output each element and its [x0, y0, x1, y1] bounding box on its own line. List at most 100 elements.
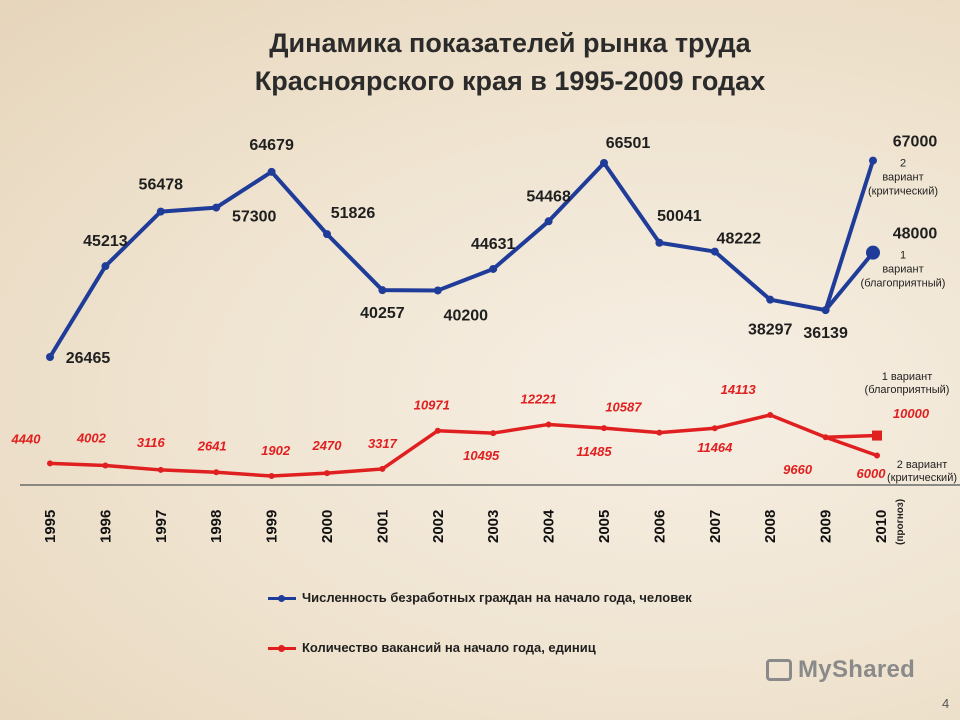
unemployed-value-label: 54468	[526, 188, 571, 205]
unemployed-value-label: 26465	[66, 350, 111, 367]
vacancies-forecast-line	[825, 433, 878, 439]
unemployed-forecast-line	[824, 251, 875, 312]
unemployed-forecast-point	[866, 245, 880, 260]
vacancies-value-label: 2470	[312, 438, 343, 453]
vacancies-point	[213, 469, 220, 476]
brand-text: MyShared	[798, 656, 916, 683]
x-tick-label: 2004	[541, 509, 558, 543]
vacancies-value-label: 12221	[521, 391, 557, 406]
vacancies-forecast-note: (благоприятный)	[865, 384, 950, 396]
vacancies-value-label: 4002	[76, 431, 107, 446]
legend-label-vacancies: Количество вакансий на начало года, един…	[302, 640, 596, 655]
x-tick-label: 1998	[208, 510, 225, 543]
vacancies-forecast-note: 1 вариант	[882, 371, 933, 383]
unemployed-value-label: 66501	[606, 135, 651, 152]
unemployed-point	[378, 286, 387, 295]
unemployed-forecast-point	[869, 156, 877, 165]
x-tick-label: 2009	[818, 510, 835, 543]
x-tick-label: 1999	[264, 510, 281, 543]
vacancies-value-label: 11485	[576, 444, 612, 459]
legend-swatch-unemployed	[268, 595, 296, 603]
unemployed-point	[46, 353, 54, 361]
x-tick-label: 2003	[485, 510, 502, 543]
x-tick-label: 1995	[42, 510, 59, 543]
vacancies-forecast-point	[872, 430, 882, 441]
chart-title-line2: Красноярского края в 1995-2009 годах	[254, 66, 766, 96]
x-tick-label: 2008	[762, 510, 779, 543]
unemployed-value-label: 40257	[360, 305, 405, 322]
vacancies-value-label: 10495	[463, 448, 500, 463]
vacancies-forecast-line	[825, 435, 878, 458]
unemployed-series: 26465 45213 56478 57300 64679 51826 40257 40200…	[46, 134, 945, 367]
unemployed-point	[489, 264, 498, 273]
unemployed-point	[323, 230, 331, 239]
vacancies-point	[656, 429, 663, 436]
x-tick-label: 1997	[153, 510, 170, 543]
unemployed-value-label: 64679	[249, 137, 294, 154]
unemployed-forecast-note: 2	[900, 158, 906, 170]
unemployed-point	[433, 286, 442, 295]
unemployed-forecast-line	[823, 159, 875, 311]
page-number: 4	[942, 696, 950, 711]
unemployed-point	[655, 238, 664, 247]
unemployed-forecast-note: (критический)	[868, 186, 938, 198]
unemployed-value-label: 40200	[444, 307, 489, 324]
vacancies-point	[490, 430, 497, 437]
unemployed-forecast-note: вариант	[882, 264, 923, 276]
unemployed-forecast-value: 48000	[893, 226, 938, 243]
vacancies-value-label: 14113	[721, 382, 757, 397]
unemployed-value-label: 51826	[331, 205, 376, 222]
legend-item-unemployed: Численность безработных граждан на начал…	[268, 590, 692, 605]
unemployed-point	[710, 247, 719, 256]
unemployed-point	[600, 159, 608, 167]
vacancies-point	[434, 427, 441, 434]
unemployed-point	[544, 217, 553, 226]
vacancies-value-label: 3317	[368, 436, 398, 451]
forecast-label: (прогноз)	[895, 499, 906, 545]
vacancies-value-label: 2641	[197, 438, 227, 453]
unemployed-point	[156, 207, 165, 216]
vacancies-point	[601, 425, 607, 432]
x-tick-label: 2010	[873, 510, 890, 543]
vacancies-point	[268, 473, 275, 479]
brand-watermark: MyShared	[766, 656, 915, 684]
vacancies-value-label: 4440	[11, 431, 42, 446]
vacancies-forecast-note: 2 вариант	[897, 459, 948, 471]
unemployed-value-label: 38297	[748, 322, 793, 339]
vacancies-point	[767, 412, 774, 418]
legend-item-vacancies: Количество вакансий на начало года, един…	[268, 640, 596, 655]
unemployed-value-label: 48222	[717, 231, 762, 248]
chart-title: Динамика показателей рынка труда Красноя…	[190, 24, 830, 100]
unemployed-forecast-note: (благоприятный)	[861, 278, 946, 290]
vacancies-forecast-point	[874, 452, 880, 459]
vacancies-point	[157, 466, 164, 473]
vacancies-point	[379, 465, 386, 472]
x-tick-label: 2001	[374, 510, 391, 543]
legend-swatch-vacancies	[268, 645, 296, 653]
unemployed-value-label: 57300	[232, 209, 277, 226]
unemployed-point	[766, 295, 775, 304]
unemployed-value-label: 36139	[803, 325, 848, 342]
legend-label-unemployed: Численность безработных граждан на начал…	[302, 590, 692, 605]
vacancies-point	[545, 421, 552, 428]
unemployed-forecast-value: 67000	[893, 134, 938, 151]
vacancies-value-label: 1902	[261, 443, 291, 458]
x-tick-label: 2000	[319, 510, 336, 543]
vacancies-value-label: 10587	[605, 400, 642, 415]
unemployed-point	[101, 262, 110, 271]
vacancies-point	[102, 462, 109, 469]
vacancies-value-label: 3116	[137, 435, 166, 450]
vacancies-point	[711, 425, 718, 432]
vacancies-forecast-value: 6000	[857, 466, 887, 481]
x-tick-label: 2002	[430, 510, 447, 543]
vacancies-forecast-note: (критический)	[887, 472, 957, 484]
x-tick-label: 2007	[707, 510, 724, 543]
vacancies-value-label: 9660	[783, 462, 813, 477]
vacancies-value-label: 10971	[414, 398, 450, 413]
unemployed-value-label: 45213	[83, 233, 128, 250]
vacancies-point	[324, 470, 330, 477]
x-tick-label: 2005	[596, 510, 613, 543]
vacancies-point	[47, 460, 53, 467]
chart-title-line1: Динамика показателей рынка труда	[269, 28, 751, 58]
